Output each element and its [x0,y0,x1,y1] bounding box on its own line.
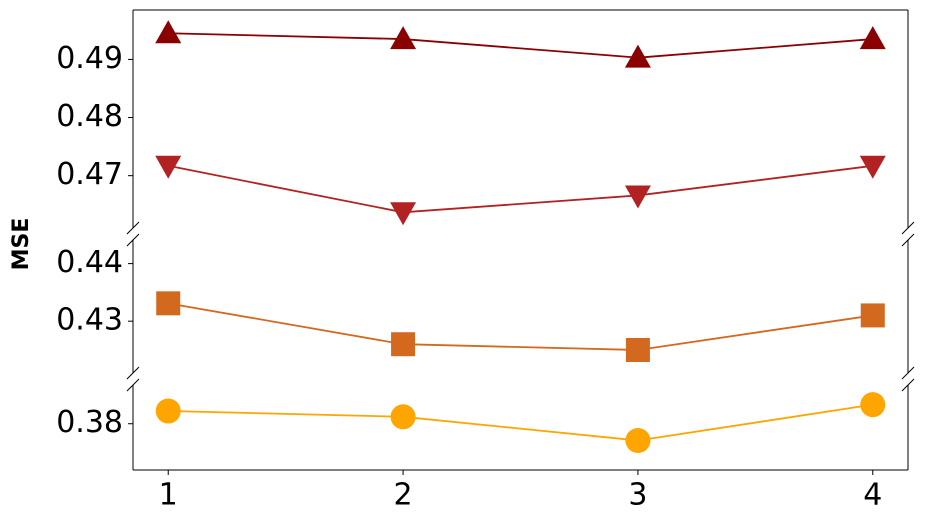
break-mark [901,378,915,392]
y-tick-label: 0.48 [56,99,123,134]
y-axis-label: MSE [9,218,34,271]
data-point [155,398,181,424]
data-point [156,291,181,316]
break-mark [901,366,915,380]
data-point [155,155,182,179]
y-tick-label: 0.47 [56,157,123,192]
data-point [625,337,650,362]
break-mark [126,221,140,235]
break-mark [126,233,140,247]
data-point [624,44,651,68]
y-tick-label: 0.38 [56,405,123,440]
y-tick-label: 0.49 [56,41,123,76]
data-point [390,404,416,430]
data-point [859,155,886,179]
break-mark [126,378,140,392]
break-mark [901,221,915,235]
series-line [168,302,873,351]
x-tick-label: 1 [159,478,178,513]
x-tick-label: 3 [628,478,647,513]
series-line [168,164,873,214]
series-line [168,403,873,442]
break-mark [126,366,140,380]
data-point [859,26,886,50]
break-mark [901,233,915,247]
series-line [168,32,873,59]
data-point [390,26,417,50]
data-point [624,185,651,209]
data-point [625,428,651,454]
data-point [155,20,182,44]
x-tick-label: 2 [394,478,413,513]
data-point [860,392,886,418]
data-point [390,202,417,226]
data-point [860,303,885,328]
y-tick-label: 0.44 [56,245,123,280]
y-tick-label: 0.43 [56,303,123,338]
x-tick-label: 4 [863,478,882,513]
data-point [391,332,416,357]
